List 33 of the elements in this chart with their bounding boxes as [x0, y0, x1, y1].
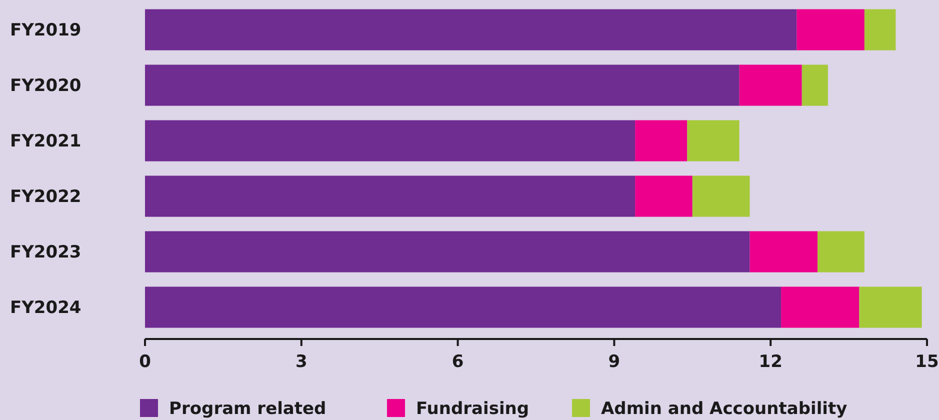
x-tick-label: 0	[139, 352, 152, 372]
bar	[864, 9, 896, 50]
x-tick-label: 3	[295, 352, 308, 372]
bar	[145, 231, 750, 272]
bar	[635, 176, 692, 217]
bar	[859, 286, 922, 328]
legend-label: Fundraising	[416, 398, 530, 419]
legend-label: Admin and Accountability	[601, 398, 848, 419]
legend-label: Program related	[169, 398, 326, 419]
bar	[145, 286, 782, 328]
x-tick-label: 9	[608, 352, 620, 372]
bar	[145, 120, 636, 162]
y-tick-label: FY2024	[10, 298, 82, 318]
bar	[781, 286, 860, 328]
bar	[635, 120, 688, 162]
bar	[692, 176, 750, 217]
bar	[802, 64, 828, 106]
bar	[145, 64, 740, 106]
bar	[145, 9, 797, 50]
y-tick-label: FY2022	[10, 187, 82, 208]
x-tick-label: 15	[915, 352, 939, 372]
bar	[818, 231, 864, 272]
y-tick-label: FY2020	[10, 76, 82, 96]
bar	[750, 231, 818, 272]
y-tick-label: FY2021	[10, 132, 82, 152]
x-tick-label: 12	[758, 352, 782, 372]
bar	[687, 120, 740, 162]
y-tick-label: FY2019	[10, 20, 82, 41]
y-tick-label: FY2023	[10, 242, 82, 263]
x-tick-label: 6	[452, 352, 464, 372]
bar	[796, 9, 864, 50]
bar	[739, 64, 802, 106]
bar	[145, 176, 636, 217]
